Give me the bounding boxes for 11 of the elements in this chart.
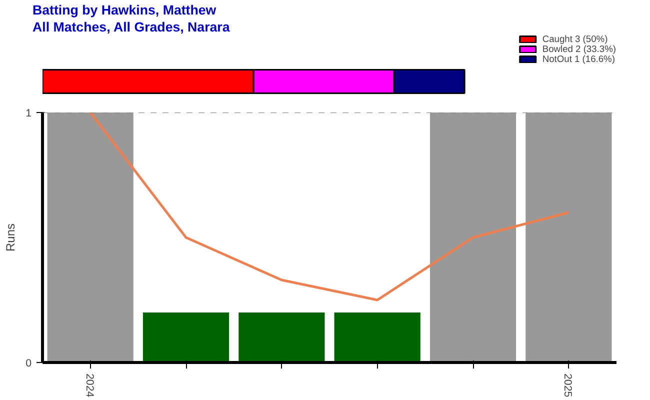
- x-tick-label: 2024: [83, 374, 96, 398]
- y-axis-title: Runs: [4, 223, 18, 252]
- chart-subtitle: All Matches, All Grades, Narara: [32, 20, 230, 34]
- y-tick-label: 0: [26, 358, 32, 370]
- legend-label: Bowled 2 (33.3%): [542, 44, 616, 54]
- x-tick-label: 2025: [562, 374, 574, 398]
- legend-label: Caught 3 (50%): [542, 34, 608, 44]
- legend-label: NotOut 1 (16.6%): [542, 54, 615, 64]
- line-series: [89, 112, 570, 302]
- chart-title: Batting by Hawkins, Matthew: [32, 2, 217, 18]
- y-tick-label: 1: [26, 108, 32, 120]
